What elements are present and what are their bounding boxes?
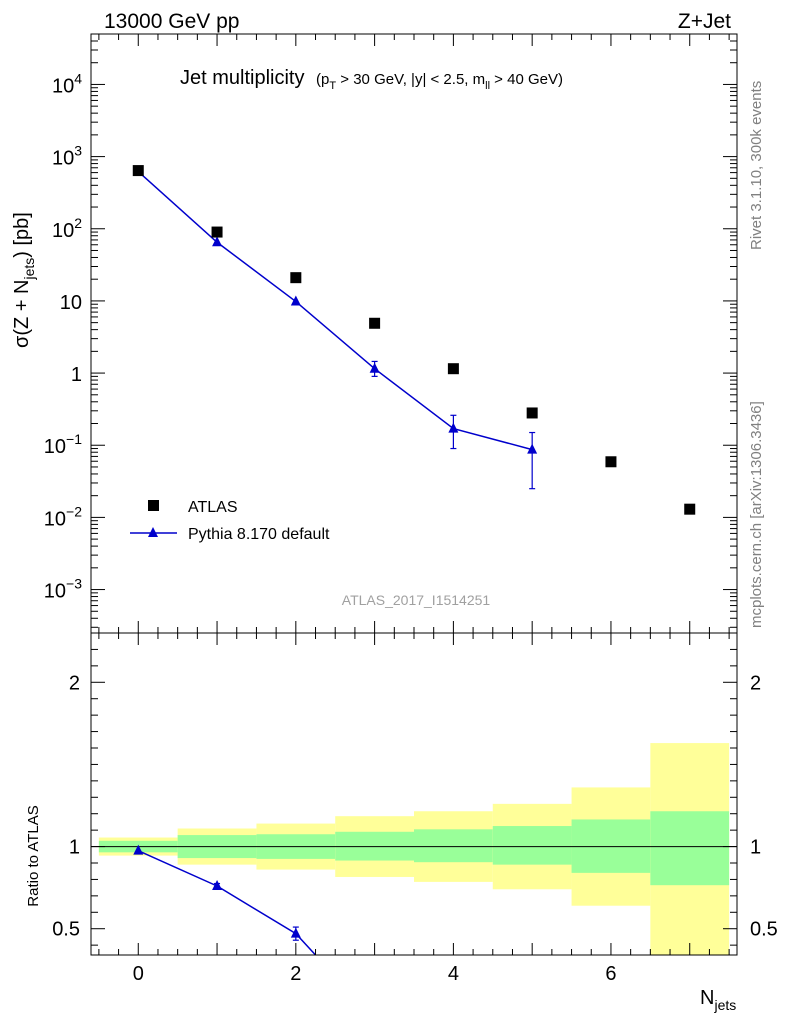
ratio-y-tick-label: 1 — [69, 837, 80, 859]
pythia-point — [290, 295, 301, 306]
pythia-point — [448, 422, 459, 433]
legend-atlas-label: ATLAS — [188, 499, 238, 516]
uncertainty-band-inner — [650, 811, 730, 886]
ratio-y-tick-label-right: 0.5 — [750, 919, 778, 941]
rivet-version-label: Rivet 3.1.10, 300k events — [748, 81, 765, 250]
ratio-y-axis-title: Ratio to ATLAS — [25, 805, 42, 906]
atlas-data-point — [684, 503, 696, 515]
y-tick-label: 102 — [52, 215, 82, 242]
main-y-axis-title: σ(Z + Njets) [pb] — [11, 212, 37, 348]
ratio-y-tick-label: 0.5 — [52, 919, 80, 941]
ratio-y-tick-label-right: 1 — [750, 837, 761, 859]
atlas-data-point — [211, 226, 223, 238]
y-tick-label: 1 — [71, 364, 82, 386]
process-label: Z+Jet — [678, 10, 731, 33]
atlas-data-point — [605, 456, 617, 468]
uncertainty-band-inner — [492, 826, 572, 865]
x-tick-label: 4 — [448, 963, 459, 985]
atlas-data-point — [447, 363, 459, 375]
ratio-y-tick-label-right: 2 — [750, 672, 761, 694]
legend-pythia-label: Pythia 8.170 default — [188, 526, 330, 543]
ratio-pythia-point — [133, 844, 144, 855]
ratio-panel: 0 2 4 6 0.5 0.5 1 1 2 2 — [52, 632, 778, 985]
main-panel: 10−3 10−2 10−1 1 10 102 103 104 — [44, 33, 738, 634]
pythia-point — [527, 443, 538, 454]
ratio-y-tick-label: 2 — [69, 672, 80, 694]
ratio-pythia-point — [212, 880, 223, 890]
mcplots-reference-label: mcplots.cern.ch [arXiv:1306.3436] — [748, 401, 765, 628]
y-tick-label: 10−3 — [44, 576, 82, 603]
x-axis-title: Njets — [700, 987, 736, 1013]
ratio-pythia-point — [290, 927, 301, 938]
pythia-point — [369, 362, 380, 373]
y-tick-label: 10−1 — [44, 431, 82, 458]
x-tick-label: 2 — [290, 963, 301, 985]
atlas-data-point — [526, 407, 538, 419]
y-tick-label: 104 — [52, 70, 82, 97]
main-title: Jet multiplicity (pT > 30 GeV, |y| < 2.5… — [180, 67, 563, 92]
pythia-point — [212, 236, 223, 247]
y-tick-label: 103 — [52, 143, 82, 170]
legend-atlas-marker — [148, 500, 159, 511]
legend: ATLAS Pythia 8.170 default — [130, 499, 330, 543]
y-tick-label: 10−2 — [44, 503, 82, 530]
x-tick-label: 0 — [133, 963, 144, 985]
energy-label: 13000 GeV pp — [104, 10, 239, 33]
ratio-pythia-line — [137, 849, 317, 956]
x-tick-label: 6 — [605, 963, 616, 985]
y-tick-label: 10 — [60, 292, 82, 314]
analysis-watermark: ATLAS_2017_I1514251 — [342, 592, 491, 608]
uncertainty-band-inner — [414, 829, 493, 863]
legend-pythia-marker — [148, 527, 158, 537]
atlas-data-point — [290, 272, 302, 284]
atlas-data-point — [369, 317, 381, 329]
main-plot-frame — [90, 33, 738, 634]
pythia-line — [137, 171, 533, 451]
atlas-data-point — [132, 165, 144, 177]
